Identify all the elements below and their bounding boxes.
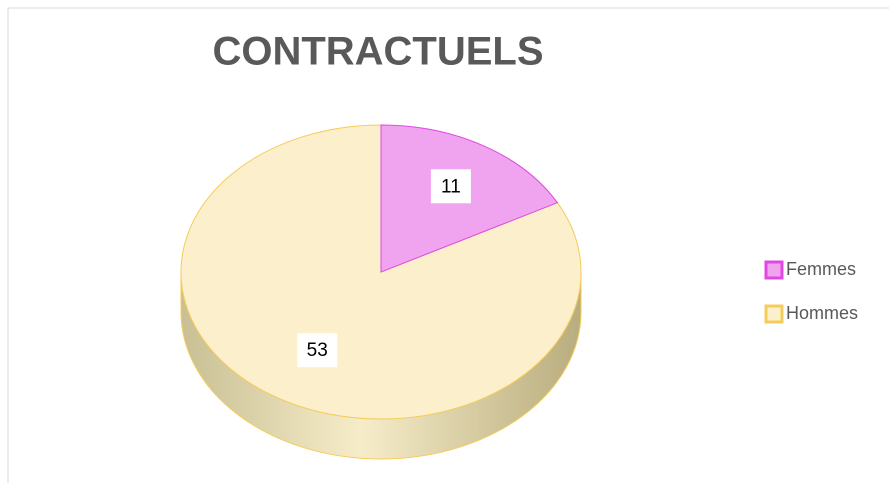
chart-title: CONTRACTUELS	[212, 30, 543, 74]
legend-swatch	[764, 304, 784, 324]
data-label: 53	[307, 340, 328, 361]
legend-label: Femmes	[786, 259, 856, 279]
data-labels: 11 53	[297, 169, 471, 368]
data-label-box	[297, 333, 338, 368]
data-label-box	[430, 169, 471, 204]
legend: Femmes Hommes	[764, 259, 858, 324]
pie	[180, 124, 582, 460]
legend-swatch	[764, 260, 784, 280]
data-label: 11	[441, 176, 461, 197]
legend-label: Hommes	[786, 303, 858, 323]
chart-frame	[7, 7, 889, 483]
